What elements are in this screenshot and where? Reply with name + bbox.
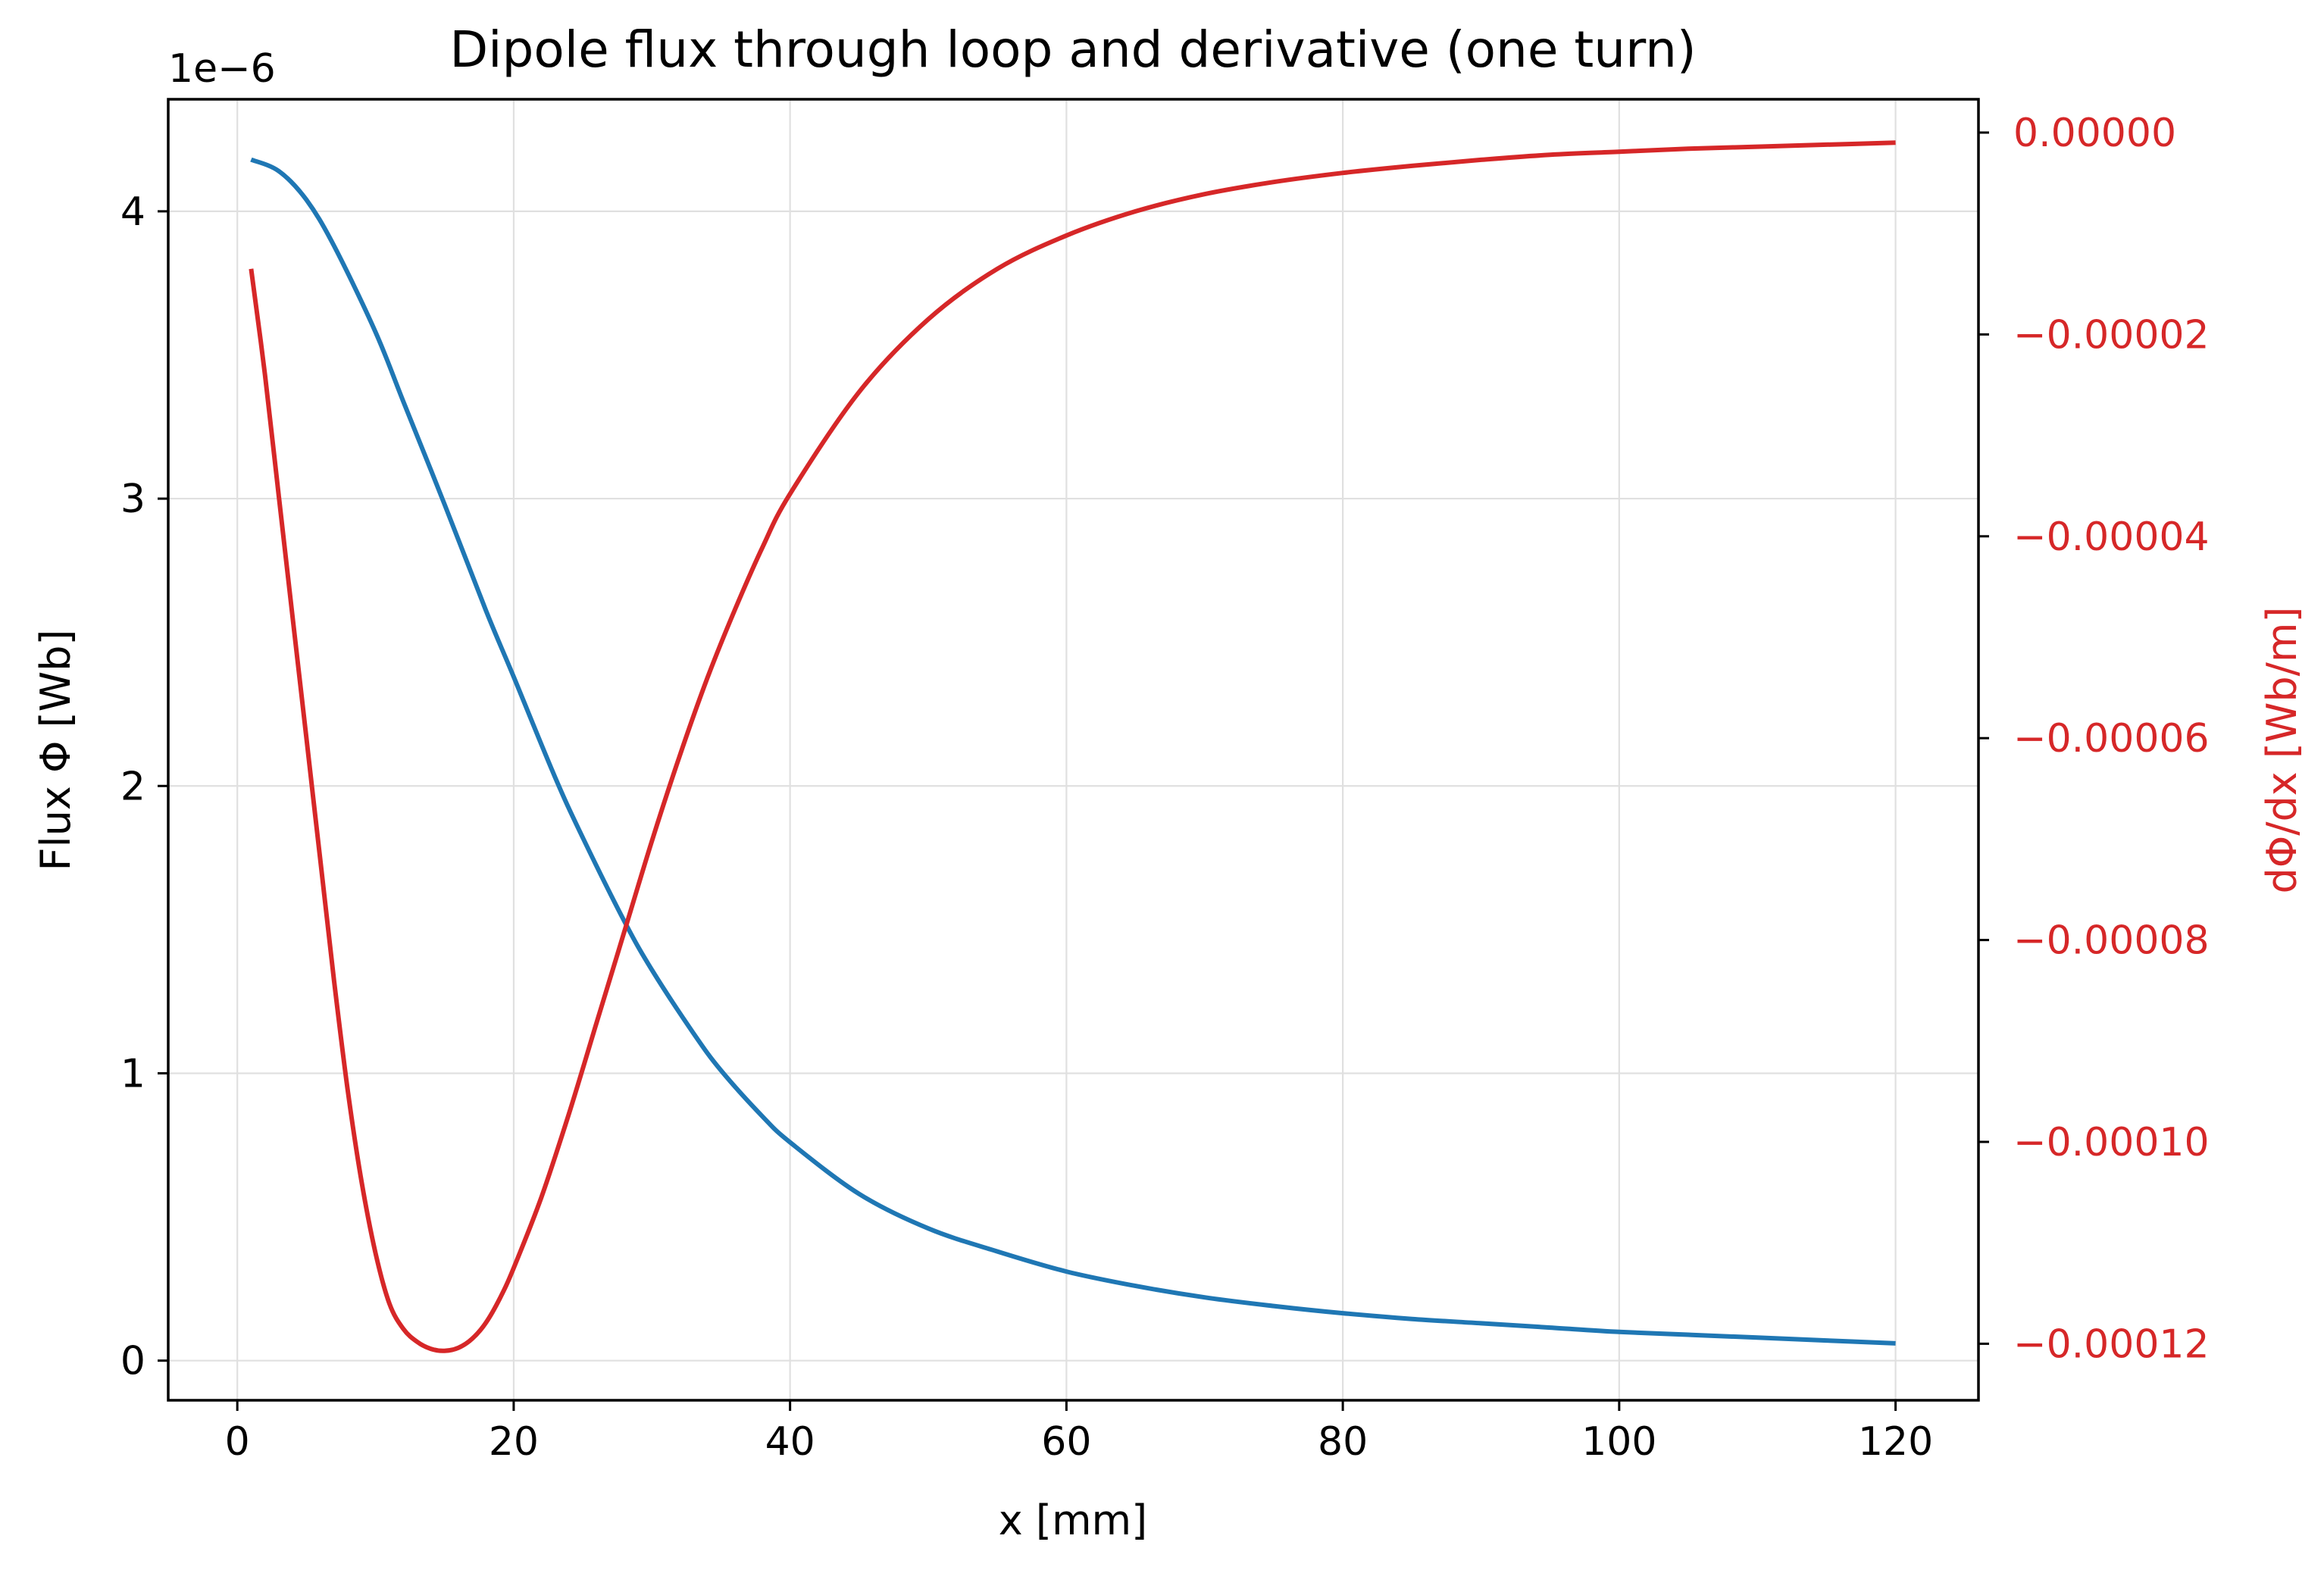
right-tick-label: −0.00006 xyxy=(2013,716,2210,762)
right-tick-label: −0.00010 xyxy=(2013,1120,2210,1165)
left-axis-offset-label: 1e−6 xyxy=(168,46,276,92)
left-tick-label: 0 xyxy=(120,1339,145,1384)
series-layer xyxy=(249,140,1896,1353)
grid-layer xyxy=(168,99,1978,1400)
x-axis-label: x [mm] xyxy=(999,1497,1147,1544)
left-tick-label: 1 xyxy=(120,1051,145,1096)
x-tick-label: 120 xyxy=(1858,1419,1933,1465)
right-tick-label: −0.00012 xyxy=(2013,1321,2210,1367)
x-tick-label: 60 xyxy=(1041,1419,1091,1465)
right-tick-label: −0.00004 xyxy=(2013,514,2210,560)
x-axis-ticks: 0 20 40 60 80 100 120 xyxy=(225,1400,1933,1465)
x-tick-label: 80 xyxy=(1318,1419,1368,1465)
chart-title: Dipole flux through loop and derivative … xyxy=(449,20,1696,79)
x-tick-label: 100 xyxy=(1581,1419,1656,1465)
plot-frame xyxy=(167,98,1980,1402)
right-tick-label: 0.00000 xyxy=(2013,111,2176,156)
left-tick-label: 2 xyxy=(120,764,145,809)
left-axis-label: Flux Φ [Wb] xyxy=(32,630,80,871)
x-tick-label: 20 xyxy=(489,1419,539,1465)
x-tick-label: 40 xyxy=(765,1419,815,1465)
derivative-series-line xyxy=(249,140,1896,1353)
right-tick-label: −0.00002 xyxy=(2013,312,2210,358)
left-tick-label: 3 xyxy=(120,477,145,522)
right-axis-ticks: 0.00000 −0.00002 −0.00004 −0.00006 −0.00008 −… xyxy=(1978,111,2210,1367)
x-tick-label: 0 xyxy=(225,1419,250,1465)
right-tick-label: −0.00008 xyxy=(2013,918,2210,964)
flux-series-line xyxy=(250,157,1896,1346)
right-axis-label: dΦ/dx [Wb/m] xyxy=(2258,607,2306,894)
left-axis-ticks: 0 1 2 3 4 xyxy=(120,189,168,1384)
left-tick-label: 4 xyxy=(120,189,145,235)
